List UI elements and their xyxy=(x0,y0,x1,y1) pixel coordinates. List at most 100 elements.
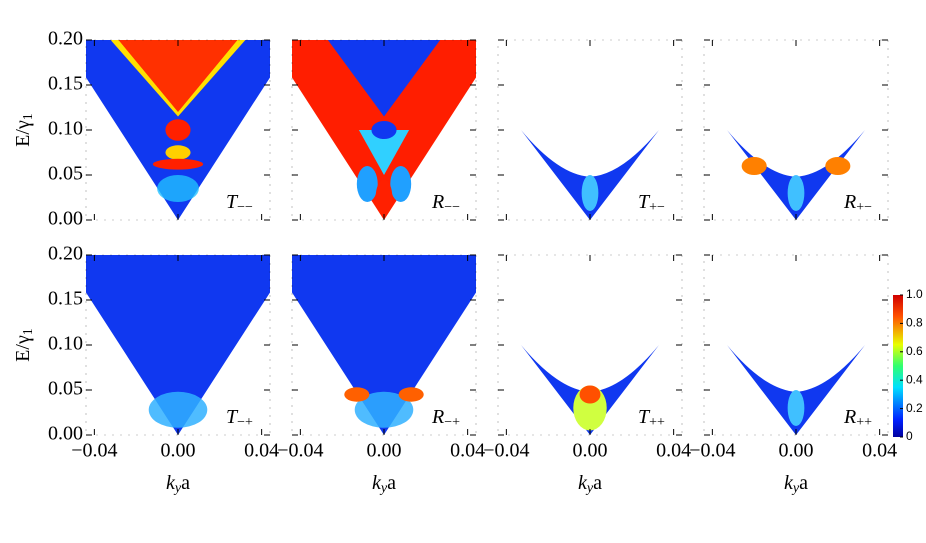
panel xyxy=(291,254,477,436)
heatmap-region xyxy=(787,390,805,426)
panel-label: R++ xyxy=(843,406,872,431)
y-tick-label: 0.00 xyxy=(48,208,83,230)
x-tick-label: −0.04 xyxy=(277,440,323,462)
panel-label: T++ xyxy=(638,406,665,431)
heatmap-region xyxy=(327,40,441,117)
heatmap xyxy=(86,40,270,220)
panel xyxy=(85,254,271,436)
heatmap-region xyxy=(344,387,370,402)
x-tick-label: 0.04 xyxy=(244,440,279,462)
colorbar-tick-label: 0.2 xyxy=(906,401,923,415)
heatmap-region xyxy=(157,175,199,202)
x-axis-label: kya xyxy=(784,472,808,497)
x-label-main: k xyxy=(372,472,382,494)
y-axis-label: E/γ1 xyxy=(12,328,37,362)
heatmap xyxy=(727,345,865,435)
y-tick-label: 0.10 xyxy=(48,118,83,140)
x-axis-label: kya xyxy=(166,472,190,497)
panel xyxy=(703,39,889,221)
heatmap-region xyxy=(354,391,414,428)
y-label-main: E/γ xyxy=(12,120,34,147)
heatmap-region xyxy=(741,157,767,175)
x-label-suffix: a xyxy=(387,472,396,494)
x-label-sub: y xyxy=(791,481,800,496)
heatmap xyxy=(727,130,865,220)
y-tick-label: 0.15 xyxy=(48,288,83,310)
panel-subscript: ++ xyxy=(649,415,665,430)
heatmap-region xyxy=(152,158,204,170)
heatmap-region xyxy=(165,119,191,141)
y-label-sub: 1 xyxy=(21,328,36,335)
panel-symbol: R xyxy=(843,191,856,213)
x-tick-label: 0.00 xyxy=(573,440,608,462)
heatmap-region xyxy=(390,166,412,202)
panel-symbol: R xyxy=(431,191,444,213)
heatmap-region xyxy=(86,255,270,435)
y-tick-label: 0.00 xyxy=(48,423,83,445)
heatmap xyxy=(521,345,659,435)
panel-label: R−− xyxy=(431,191,460,216)
heatmap-region xyxy=(398,387,424,402)
colorbar xyxy=(893,295,903,437)
panel xyxy=(497,39,683,221)
panel-subscript: ++ xyxy=(856,415,872,430)
panel-label: R−+ xyxy=(431,406,460,431)
heatmap-region xyxy=(375,179,393,216)
x-tick-label: −0.04 xyxy=(483,440,529,462)
x-label-main: k xyxy=(578,472,588,494)
y-tick-label: 0.20 xyxy=(48,28,83,50)
panel-label: T−− xyxy=(226,191,253,216)
x-label-sub: y xyxy=(585,481,594,496)
x-tick-label: 0.04 xyxy=(450,440,485,462)
panel-label: T−+ xyxy=(226,406,253,431)
colorbar-tick-label: 0.8 xyxy=(906,316,923,330)
heatmap-region xyxy=(118,40,238,112)
panel-subscript: −+ xyxy=(444,415,460,430)
panel-subscript: +− xyxy=(856,200,872,215)
panel xyxy=(497,254,683,436)
x-axis-label: kya xyxy=(578,472,602,497)
x-tick-label: 0.00 xyxy=(161,440,196,462)
y-label-main: E/γ xyxy=(12,335,34,362)
x-tick-label: 0.04 xyxy=(656,440,691,462)
x-tick-label: −0.04 xyxy=(71,440,117,462)
x-label-suffix: a xyxy=(181,472,190,494)
heatmap-region xyxy=(356,166,378,202)
x-tick-label: −0.04 xyxy=(689,440,735,462)
heatmap-region xyxy=(292,255,476,435)
panel xyxy=(291,39,477,221)
y-tick-label: 0.10 xyxy=(48,333,83,355)
panel-symbol: T xyxy=(226,406,239,428)
colorbar-tick-label: 0.4 xyxy=(906,372,923,386)
y-tick-label: 0.20 xyxy=(48,243,83,265)
panel xyxy=(703,254,889,436)
x-label-suffix: a xyxy=(799,472,808,494)
heatmap xyxy=(521,130,659,220)
panel-label: T+− xyxy=(638,191,665,216)
panel xyxy=(85,39,271,221)
heatmap-region xyxy=(371,121,397,139)
x-label-main: k xyxy=(166,472,176,494)
colorbar-tick-label: 1.0 xyxy=(906,287,923,301)
heatmap-region xyxy=(579,385,601,404)
heatmap-region xyxy=(148,391,208,428)
x-label-main: k xyxy=(784,472,794,494)
heatmap-region xyxy=(165,145,191,160)
x-label-suffix: a xyxy=(593,472,602,494)
y-label-sub: 1 xyxy=(21,113,36,120)
heatmap-region xyxy=(787,175,805,211)
y-tick-label: 0.05 xyxy=(48,163,83,185)
x-axis-label: kya xyxy=(372,472,396,497)
x-label-sub: y xyxy=(173,481,182,496)
heatmap-region xyxy=(358,130,410,175)
panel-subscript: +− xyxy=(649,200,665,215)
heatmap xyxy=(86,255,270,435)
colorbar-tick-label: 0 xyxy=(906,429,913,443)
panel-symbol: T xyxy=(638,191,651,213)
panel-subscript: −− xyxy=(444,200,460,215)
panel-subscript: −− xyxy=(237,200,253,215)
panel-symbol: R xyxy=(843,406,856,428)
y-tick-label: 0.05 xyxy=(48,378,83,400)
